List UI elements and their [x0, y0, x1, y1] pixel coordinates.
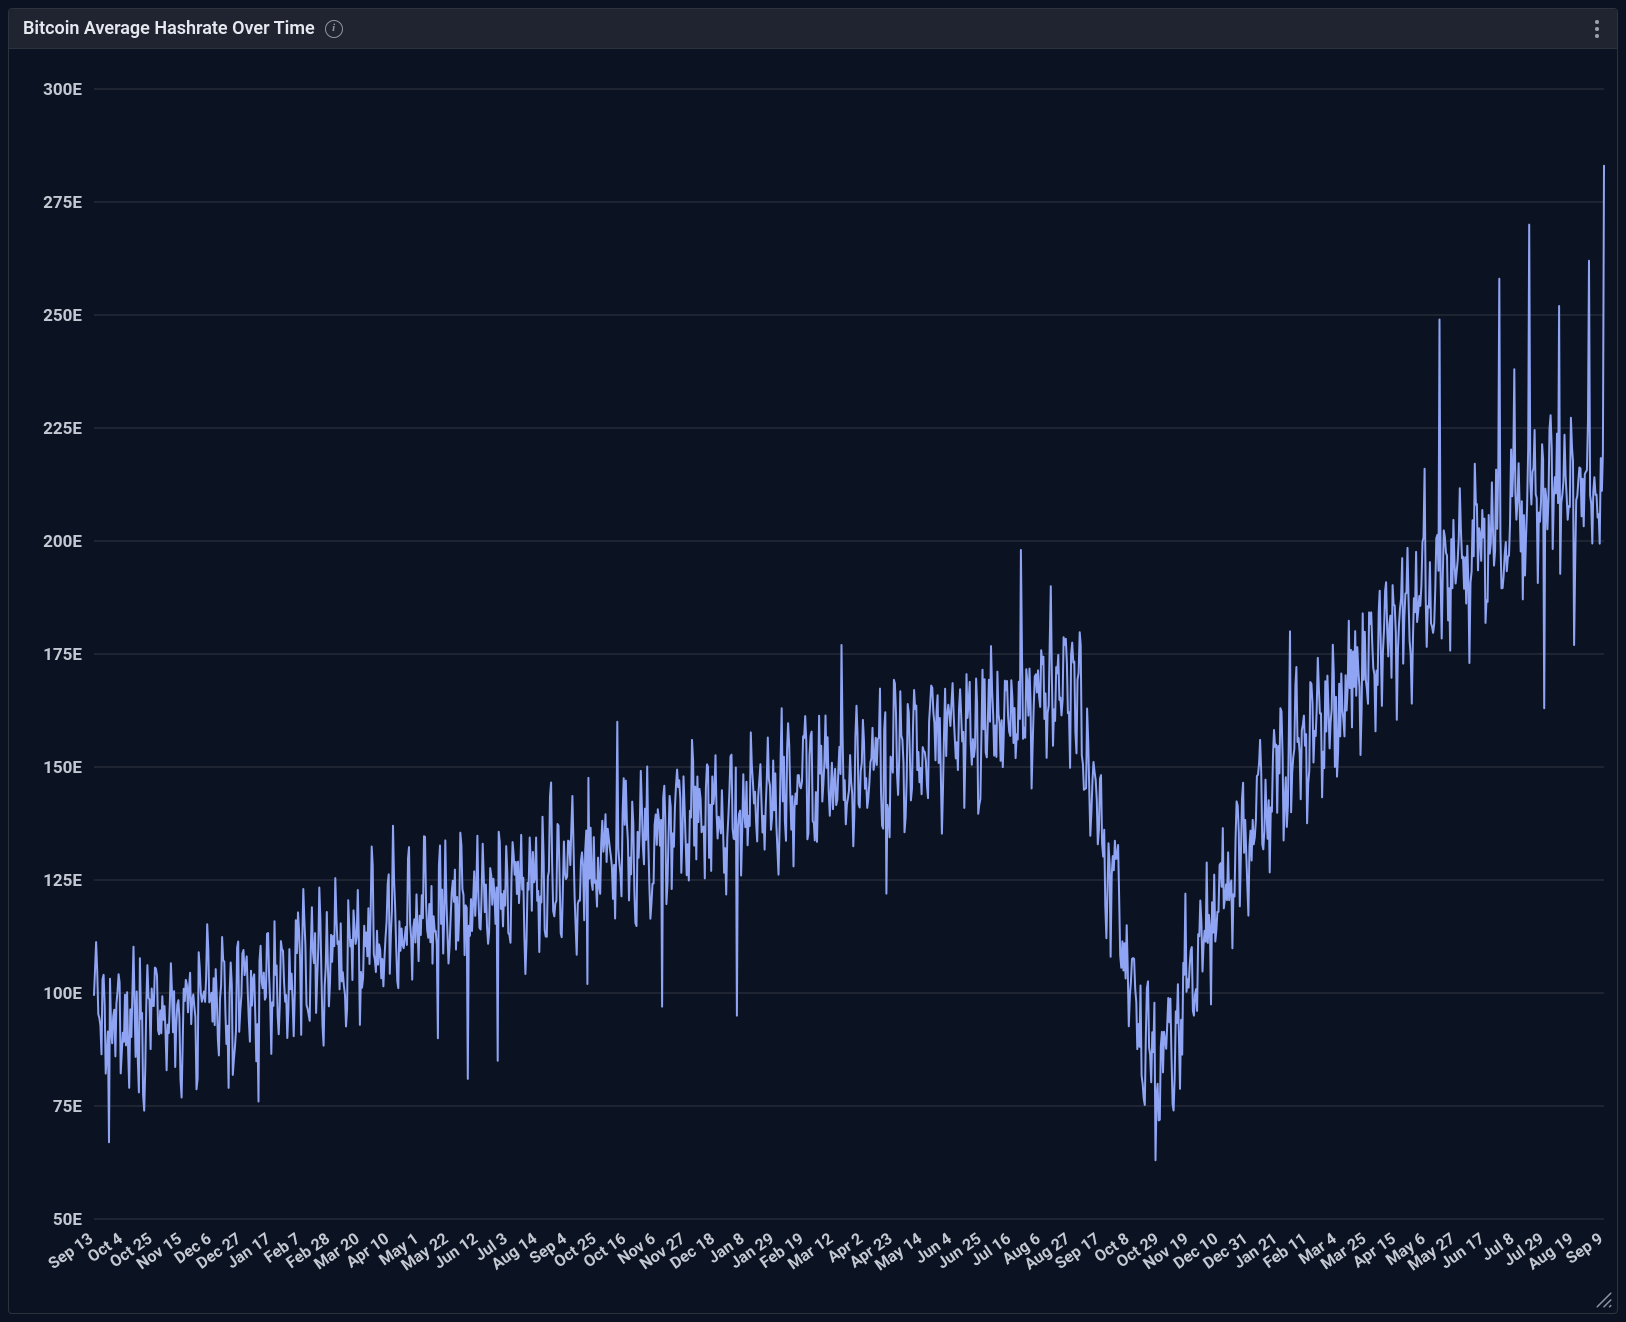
- svg-text:175E: 175E: [43, 645, 82, 665]
- svg-text:125E: 125E: [43, 871, 82, 891]
- hashrate-chart: 50E 75E 100E 125E 150E 175E 200E 225E 250E 275E 30…: [9, 49, 1617, 1313]
- svg-text:225E: 225E: [43, 419, 82, 439]
- svg-text:300E: 300E: [43, 80, 82, 100]
- svg-text:150E: 150E: [43, 758, 82, 778]
- svg-text:250E: 250E: [43, 306, 82, 326]
- panel-menu-icon[interactable]: [1591, 14, 1603, 44]
- info-icon[interactable]: i: [325, 20, 343, 38]
- chart-area: 50E 75E 100E 125E 150E 175E 200E 225E 250E 275E 30…: [9, 49, 1617, 1313]
- svg-text:100E: 100E: [43, 984, 82, 1004]
- svg-text:275E: 275E: [43, 193, 82, 213]
- panel-title: Bitcoin Average Hashrate Over Time: [23, 18, 315, 39]
- panel-header: Bitcoin Average Hashrate Over Time i: [9, 9, 1617, 49]
- resize-handle-icon[interactable]: [1595, 1291, 1613, 1309]
- chart-panel: Bitcoin Average Hashrate Over Time i 50E…: [8, 8, 1618, 1314]
- svg-text:200E: 200E: [43, 532, 82, 552]
- svg-text:50E: 50E: [53, 1210, 83, 1230]
- svg-text:75E: 75E: [53, 1097, 83, 1117]
- panel-header-left: Bitcoin Average Hashrate Over Time i: [23, 18, 343, 39]
